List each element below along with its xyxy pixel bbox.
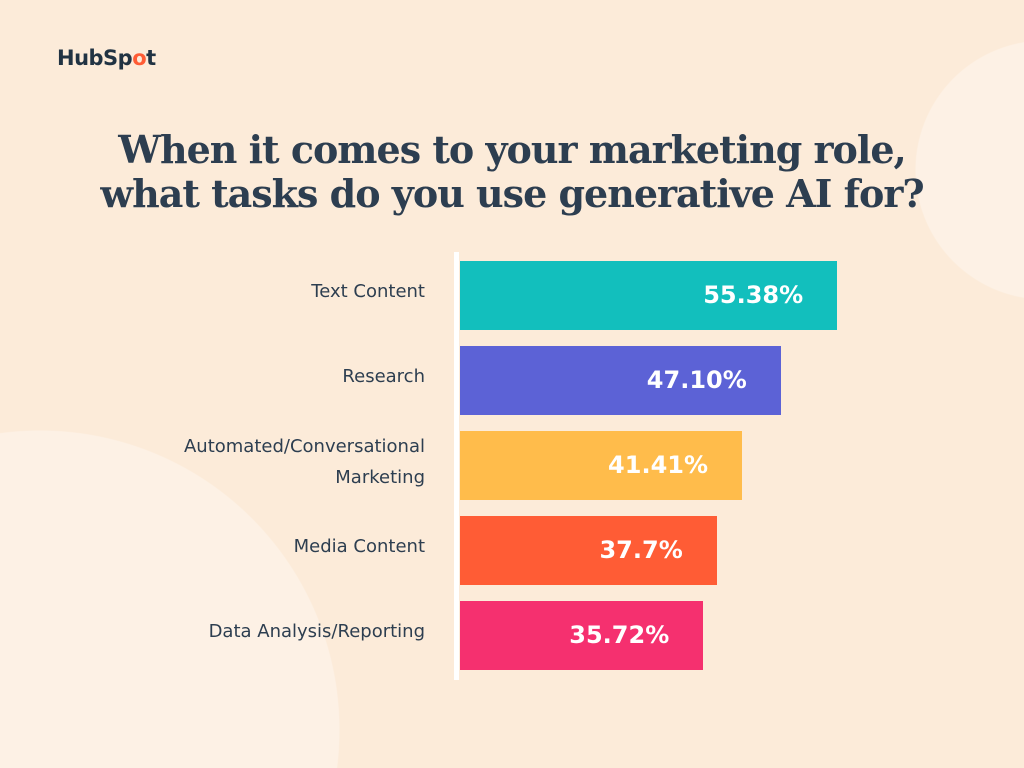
data-label: 35.72%	[569, 621, 670, 649]
bar: 35.72%	[460, 601, 704, 670]
category-label: Media Content	[293, 536, 425, 557]
data-label: 37.7%	[599, 536, 683, 564]
category-label: Text Content	[311, 281, 425, 302]
chart-title: When it comes to your marketing role, wh…	[0, 128, 1024, 216]
data-label: 41.41%	[608, 451, 709, 479]
category-label: Automated/Conversational Marketing	[183, 435, 425, 488]
hubspot-logo: HubSpot	[57, 46, 156, 70]
axis-line	[454, 252, 459, 680]
bar: 41.41%	[460, 431, 743, 500]
bar: 37.7%	[460, 516, 717, 585]
data-label: 55.38%	[703, 281, 804, 309]
bar: 55.38%	[460, 261, 838, 330]
data-label: 47.10%	[646, 366, 747, 394]
title-line: When it comes to your marketing role,	[118, 127, 906, 172]
title-line: what tasks do you use generative AI for?	[100, 171, 924, 216]
category-label: Data Analysis/Reporting	[208, 621, 425, 642]
bar: 47.10%	[460, 346, 781, 415]
category-label: Research	[342, 366, 425, 387]
